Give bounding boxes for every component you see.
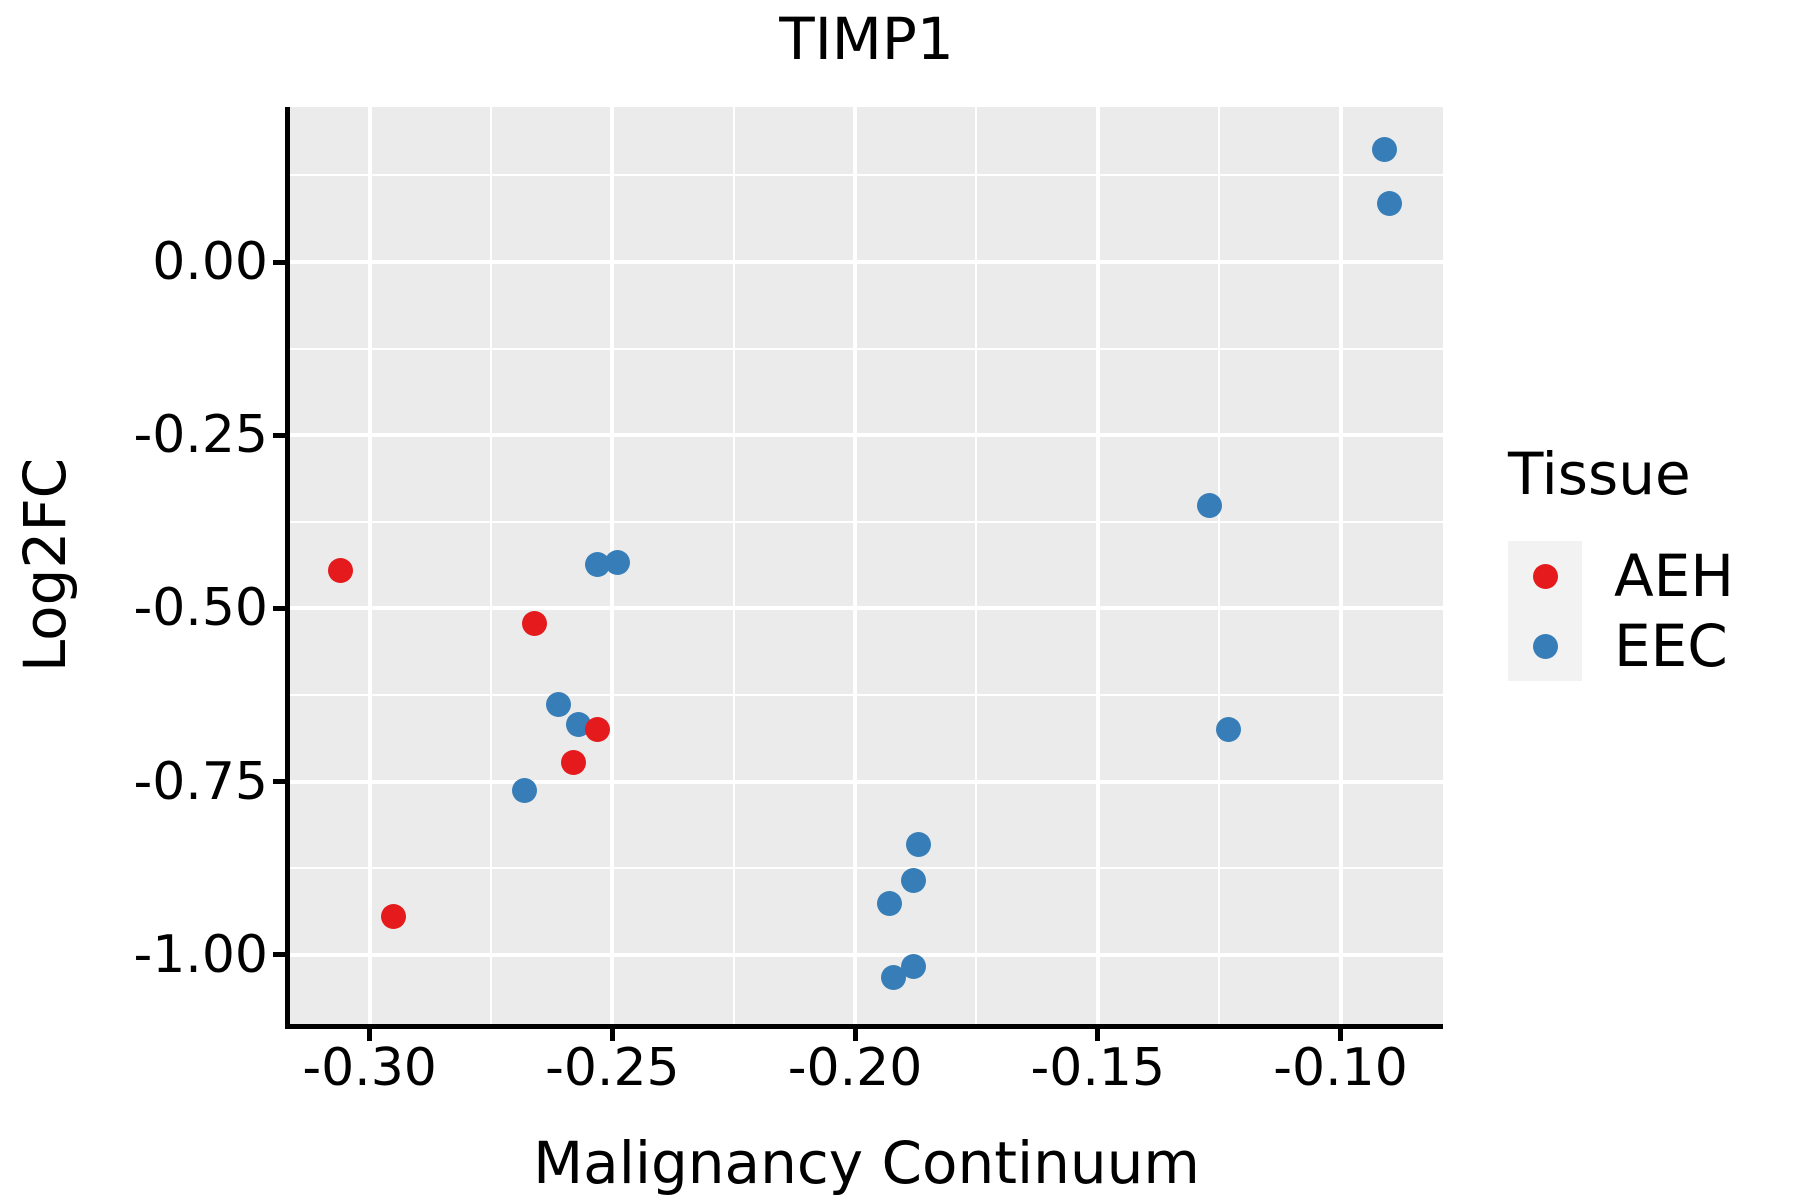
gridline-major-h (290, 433, 1443, 438)
data-point-eec (546, 692, 572, 718)
x-tick-label: -0.20 (787, 1038, 923, 1098)
chart-title: TIMP1 (779, 5, 954, 73)
gridline-minor-h (290, 694, 1443, 697)
x-axis-tick (367, 1029, 373, 1041)
data-point-eec (512, 778, 538, 804)
legend-key (1508, 611, 1582, 681)
gridline-minor-h (290, 520, 1443, 523)
y-axis-tick (273, 605, 285, 611)
gridline-minor-v (489, 107, 492, 1024)
legend-swatch-eec-icon (1532, 633, 1558, 659)
data-point-eec (1371, 136, 1397, 162)
legend: Tissue AEH EEC (1508, 443, 1734, 681)
y-tick-label: -0.25 (133, 405, 268, 466)
y-tick-label: -0.50 (133, 578, 268, 639)
data-point-aeh (585, 717, 611, 743)
gridline-major-h (290, 952, 1443, 957)
x-tick-label: -0.10 (1273, 1038, 1408, 1098)
gridline-minor-v (1218, 107, 1221, 1024)
gridline-minor-h (290, 867, 1443, 870)
x-tick-label: -0.30 (302, 1038, 437, 1098)
x-axis-tick (609, 1029, 615, 1041)
legend-items: AEH EEC (1508, 541, 1734, 681)
data-point-aeh (561, 749, 587, 775)
data-point-eec (604, 550, 630, 576)
y-axis-tick (273, 952, 285, 958)
gridline-minor-h (290, 174, 1443, 177)
x-axis-title: Malignancy Continuum (533, 1129, 1200, 1197)
x-axis-tick (1338, 1029, 1344, 1041)
legend-row-eec: EEC (1508, 611, 1734, 681)
legend-swatch-aeh-icon (1532, 563, 1558, 589)
y-axis-tick (273, 432, 285, 438)
y-axis-tick (273, 259, 285, 265)
x-tick-label: -0.15 (1030, 1038, 1166, 1098)
x-axis-tick (1095, 1029, 1101, 1041)
y-tick-label: -0.75 (133, 751, 268, 812)
y-axis-title: Log2FC (11, 457, 79, 673)
data-point-eec (905, 831, 931, 857)
gridline-major-v (1338, 107, 1343, 1024)
data-point-eec (1376, 190, 1402, 216)
legend-label: AEH (1614, 542, 1734, 610)
legend-row-aeh: AEH (1508, 541, 1734, 611)
gridline-minor-v (975, 107, 978, 1024)
gridline-major-v (367, 107, 372, 1024)
x-axis-tick (852, 1029, 858, 1041)
data-point-eec (1216, 716, 1242, 742)
data-point-aeh (327, 557, 353, 583)
legend-label: EEC (1614, 612, 1728, 680)
data-point-aeh (522, 610, 548, 636)
plot-panel (285, 107, 1443, 1029)
gridline-minor-h (290, 347, 1443, 350)
gridline-major-v (1095, 107, 1100, 1024)
data-point-eec (876, 891, 902, 917)
y-tick-label: -1.00 (133, 924, 268, 985)
legend-title: Tissue (1508, 440, 1691, 508)
y-tick-label: 0.00 (152, 232, 268, 293)
x-tick-label: -0.25 (545, 1038, 680, 1098)
gridline-major-h (290, 260, 1443, 265)
data-point-eec (881, 965, 907, 991)
data-point-aeh (381, 904, 407, 930)
gridline-major-v (853, 107, 858, 1024)
gridline-major-h (290, 606, 1443, 611)
gridline-major-h (290, 779, 1443, 784)
gridline-minor-v (732, 107, 735, 1024)
legend-key (1508, 541, 1582, 611)
data-point-eec (900, 868, 926, 894)
y-axis-tick (273, 779, 285, 785)
data-point-eec (1196, 492, 1222, 518)
